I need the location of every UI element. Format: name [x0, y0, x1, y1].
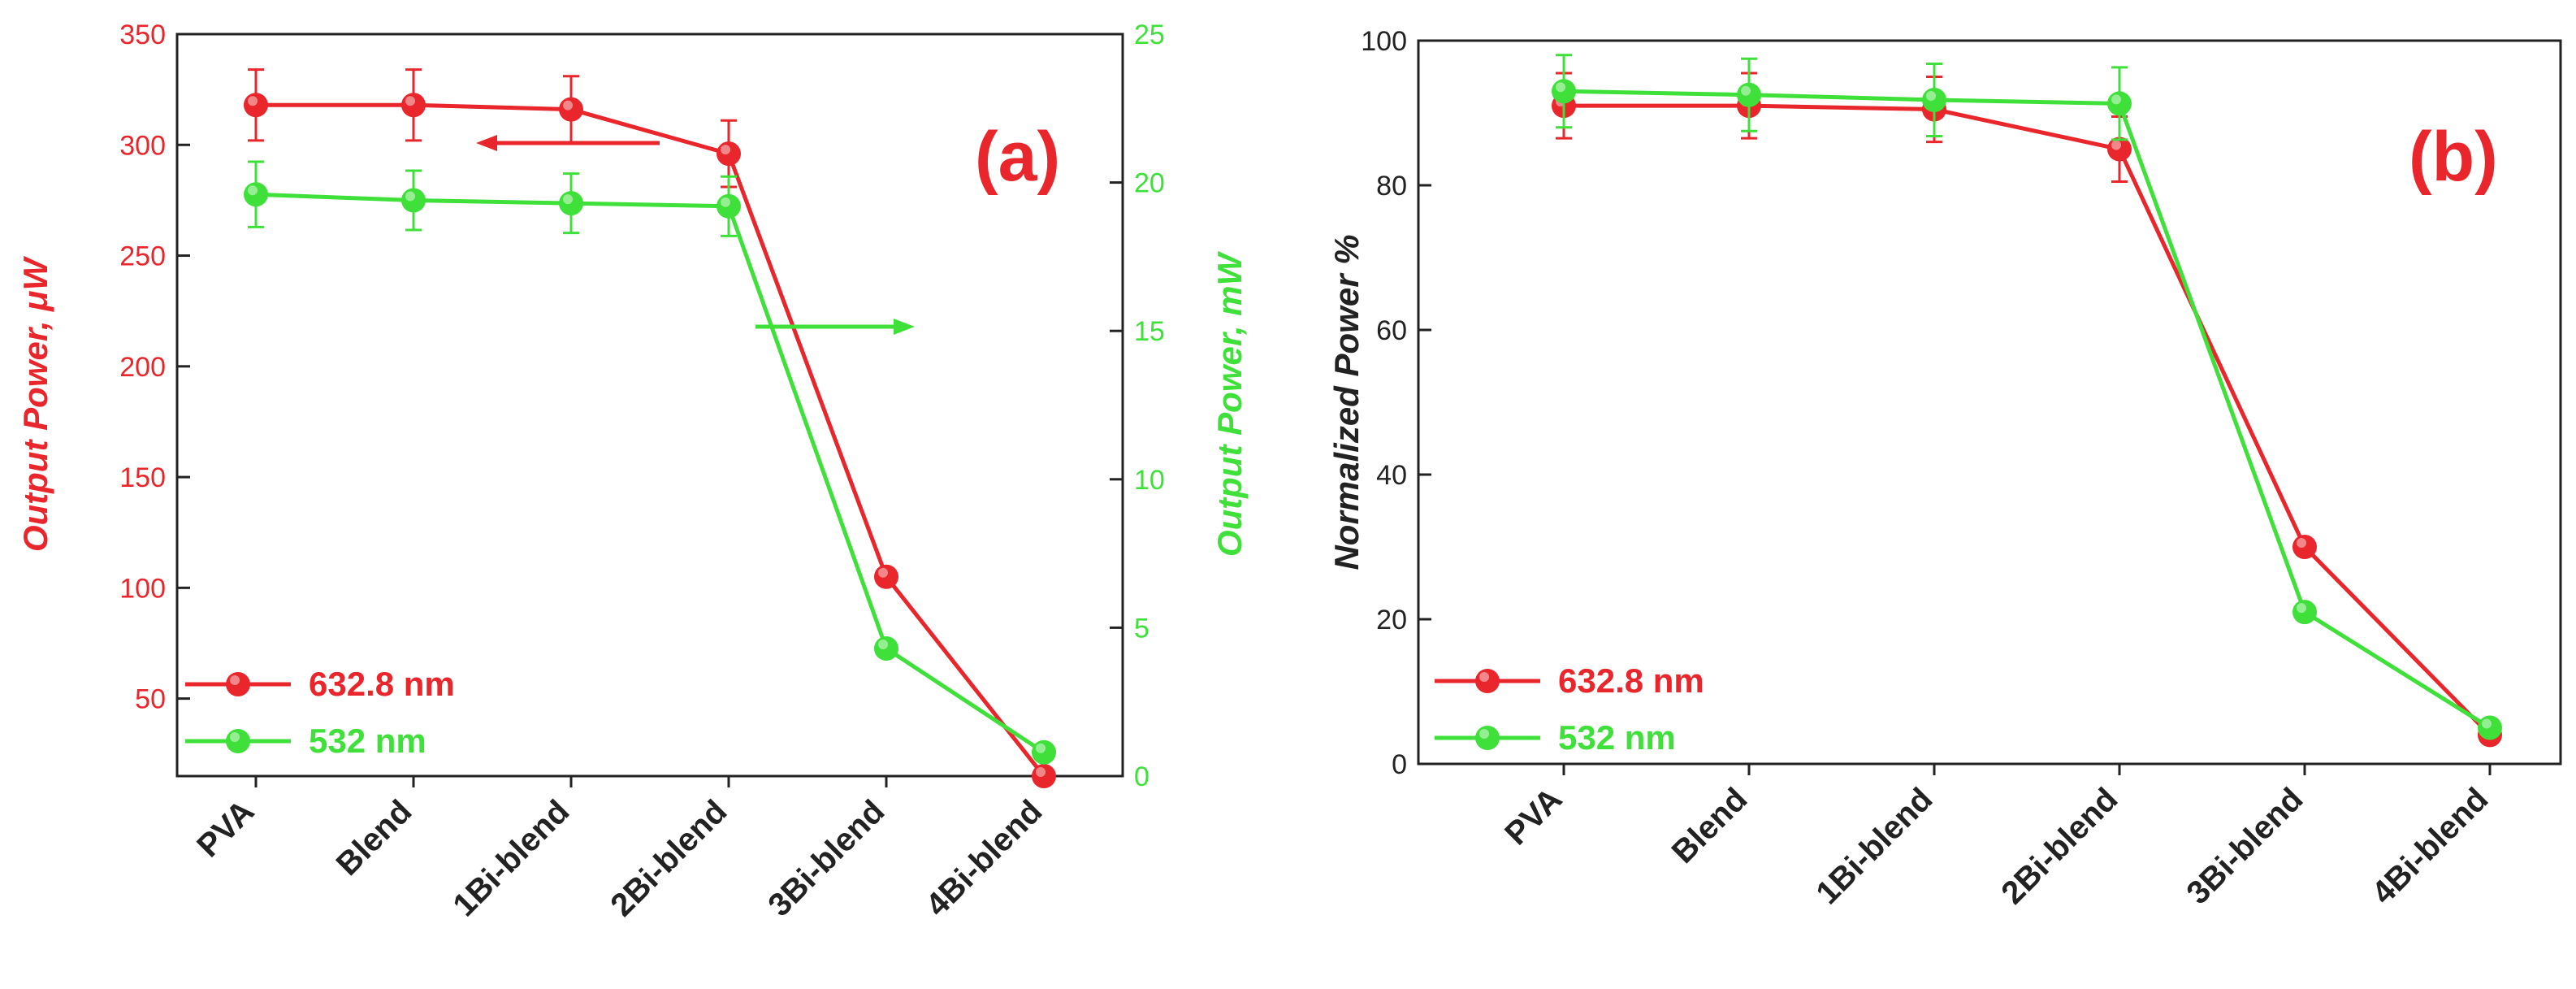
- x-tick-label: 3Bi-blend: [761, 793, 891, 923]
- series-532nm-point: [1922, 87, 1946, 112]
- x-tick-label: 2Bi-blend: [1994, 781, 2124, 911]
- x-tick-label: PVA: [1498, 781, 1569, 852]
- legend-label: 632.8 nm: [309, 665, 455, 703]
- chart-panel-a: 50 100 150 200 250 300 350 0 5 10 15 20 25 PVA Blend 1B…: [16, 20, 1249, 923]
- y-left-tick-label: 300: [119, 130, 166, 161]
- series-532nm-point: [1737, 82, 1761, 107]
- y-tick-label: 100: [1361, 26, 1407, 57]
- legend-marker: [226, 729, 250, 753]
- series-532nm-point-highlight: [1741, 85, 1751, 96]
- series-632nm-point-highlight: [2111, 140, 2121, 150]
- y-axis-title: Normalized Power %: [1327, 234, 1366, 570]
- legend-label: 532 nm: [1558, 718, 1676, 757]
- y-right-tick-label: 0: [1134, 761, 1149, 792]
- left-axis-arrow-head: [476, 135, 497, 151]
- series-632nm-point: [401, 93, 426, 118]
- series-532nm-point-highlight: [405, 191, 415, 202]
- series-632nm-line: [256, 102, 1046, 778]
- y-left-tick-label: 100: [119, 573, 166, 604]
- y-tick-label: 0: [1392, 749, 1407, 780]
- x-tick-label: 1Bi-blend: [446, 793, 576, 923]
- series-532nm-point: [717, 193, 741, 219]
- series-632nm-point: [559, 97, 583, 122]
- series-532nm-point: [874, 635, 898, 661]
- plot-frame: [175, 33, 1124, 778]
- x-tick-label: 3Bi-blend: [2180, 781, 2310, 911]
- series-632nm-point: [717, 141, 741, 167]
- series-532nm-point: [244, 182, 268, 207]
- y-right-axis-title: Output Power, mW: [1210, 250, 1249, 557]
- x-tick-label: Blend: [330, 793, 419, 883]
- series-632nm-point: [874, 564, 898, 589]
- legend-marker-highlight: [1479, 729, 1489, 739]
- y-left-tick-label: 50: [135, 684, 166, 715]
- y-tick-label: 40: [1376, 460, 1407, 491]
- series-632nm-point-highlight: [405, 96, 415, 106]
- series-532nm-point: [1032, 740, 1056, 765]
- series-532nm-point-highlight: [2297, 603, 2306, 614]
- legend-marker-highlight: [230, 675, 240, 685]
- series-532nm-point-highlight: [2482, 718, 2492, 729]
- y-right-tick-label: 20: [1134, 168, 1165, 199]
- y-right-tick-label: 10: [1134, 465, 1165, 496]
- y-tick-label: 20: [1376, 605, 1407, 635]
- series-632nm-point: [2292, 535, 2317, 559]
- series-632nm-point-highlight: [563, 100, 573, 111]
- x-tick-label: PVA: [190, 793, 261, 864]
- series-632nm-point-highlight: [2297, 538, 2306, 548]
- y-right-tick-label: 5: [1134, 613, 1149, 644]
- series-532nm-point: [559, 191, 583, 216]
- x-tick-label: 1Bi-blend: [1809, 781, 1939, 911]
- legend-marker-highlight: [230, 732, 240, 742]
- y-left-tick-label: 200: [119, 352, 166, 383]
- series-632nm-point-highlight: [1036, 767, 1046, 777]
- y-right-tick-label: 25: [1134, 20, 1165, 50]
- panel-label-b: (b): [2409, 118, 2498, 196]
- series-632nm-point-highlight: [878, 567, 888, 578]
- y-left-axis-title: Output Power, μW: [16, 255, 54, 552]
- series-532nm-line: [1563, 89, 2492, 730]
- y-tick-label: 80: [1376, 171, 1407, 202]
- chart-panel-b: 0 20 40 60 80 100 PVA Blend 1Bi-blend 2Bi-blend 3B…: [1327, 26, 2562, 911]
- series-532nm-point: [2478, 715, 2502, 740]
- legend-label: 532 nm: [309, 722, 426, 760]
- y-left-tick-label: 150: [119, 462, 166, 493]
- series-632nm-line: [1564, 103, 2492, 737]
- series-532nm-point: [2107, 91, 2132, 116]
- legend-marker-highlight: [1479, 672, 1489, 682]
- series-532nm-point-highlight: [1926, 90, 1936, 101]
- y-left-tick-label: 250: [119, 241, 166, 272]
- series-532nm-line: [255, 192, 1046, 754]
- series-532nm-point-highlight: [248, 185, 258, 196]
- series-632nm-point: [244, 93, 268, 118]
- series-532nm-point: [401, 188, 426, 213]
- y-right-tick-label: 15: [1134, 316, 1165, 347]
- series-532nm-point-highlight: [563, 194, 573, 205]
- legend-label: 632.8 nm: [1558, 662, 1704, 700]
- series-532nm-point-highlight: [1556, 82, 1565, 93]
- y-left-tick-label: 350: [119, 20, 166, 50]
- plot-frame: [1417, 39, 2562, 766]
- right-axis-arrow-head: [894, 319, 915, 335]
- panel-label-a: (a): [975, 118, 1060, 196]
- x-tick-label: 2Bi-blend: [604, 793, 734, 923]
- series-632nm-point-highlight: [721, 145, 730, 155]
- series-532nm-point: [1552, 79, 1576, 104]
- series-532nm-point-highlight: [721, 197, 730, 207]
- legend-marker: [1475, 726, 1500, 750]
- legend-marker: [226, 672, 250, 696]
- y-tick-label: 60: [1376, 315, 1407, 346]
- legend-marker: [1475, 669, 1500, 693]
- series-632nm-point: [2107, 137, 2132, 162]
- x-tick-label: 4Bi-blend: [919, 793, 1049, 923]
- series-632nm-point-highlight: [248, 96, 258, 106]
- series-532nm-point-highlight: [1036, 743, 1046, 753]
- series-532nm-point-highlight: [878, 639, 888, 649]
- series-532nm-point-highlight: [2111, 94, 2121, 105]
- x-tick-label: Blend: [1665, 781, 1755, 870]
- series-632nm-point: [1032, 764, 1056, 788]
- series-532nm-point: [2292, 600, 2317, 625]
- x-tick-label: 4Bi-blend: [2365, 781, 2495, 911]
